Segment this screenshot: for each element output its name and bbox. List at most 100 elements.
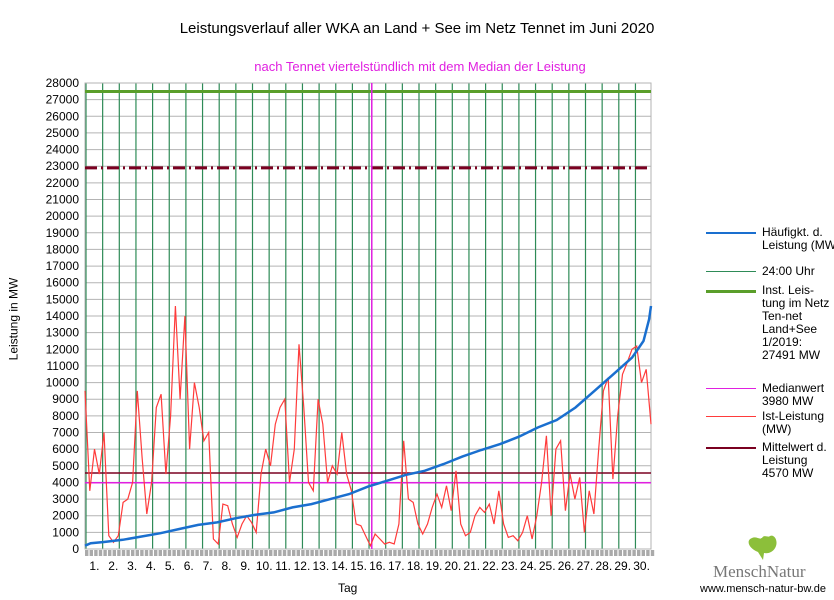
x-tick-mark xyxy=(98,550,103,556)
x-tick-mark xyxy=(522,550,526,556)
x-tick-mark xyxy=(471,550,475,556)
y-tick-label: 28000 xyxy=(46,76,80,90)
x-tick-mark xyxy=(121,550,126,556)
x-tick-mark xyxy=(236,550,241,556)
y-tick-label: 14000 xyxy=(46,309,80,323)
x-tick-mark xyxy=(108,550,112,556)
y-tick-label: 11000 xyxy=(47,359,80,373)
x-tick-mark xyxy=(333,550,337,556)
x-tick-mark xyxy=(448,550,452,556)
x-tick-mark xyxy=(117,550,121,556)
x-tick-label: 17. xyxy=(388,559,405,573)
x-tick-mark xyxy=(342,550,346,556)
x-tick-mark xyxy=(370,550,374,556)
x-tick-mark xyxy=(154,550,158,556)
y-tick-label: 26000 xyxy=(46,109,80,123)
x-tick-mark xyxy=(545,550,549,556)
x-tick-mark xyxy=(347,550,351,556)
x-tick-mark xyxy=(365,550,369,556)
x-tick-mark xyxy=(485,550,489,556)
x-tick-label: 6. xyxy=(184,559,194,573)
x-tick-mark xyxy=(558,550,563,556)
y-tick-label: 4000 xyxy=(52,475,79,489)
y-tick-label: 19000 xyxy=(46,226,80,240)
x-tick-mark xyxy=(641,550,645,556)
x-tick-mark xyxy=(476,550,480,556)
x-tick-mark xyxy=(144,550,149,556)
logo-url: www.mensch-natur-bw.de xyxy=(700,583,826,595)
x-tick-mark xyxy=(282,550,287,556)
legend-label: Inst. Leis-tung im Netz Ten-net Land+See… xyxy=(762,283,830,362)
x-tick-label: 19. xyxy=(426,559,443,573)
x-tick-mark xyxy=(489,550,494,556)
x-tick-mark xyxy=(411,550,415,556)
x-tick-mark xyxy=(591,550,595,556)
y-tick-label: 10000 xyxy=(46,376,80,390)
y-tick-label: 1000 xyxy=(52,525,79,539)
x-tick-mark xyxy=(430,550,434,556)
x-tick-mark xyxy=(140,550,144,556)
x-tick-mark xyxy=(273,550,277,556)
x-tick-label: 2. xyxy=(108,559,118,573)
x-tick-mark xyxy=(374,550,379,556)
x-tick-mark xyxy=(319,550,323,556)
x-tick-mark xyxy=(255,550,259,556)
y-tick-label: 20000 xyxy=(46,209,80,223)
y-tick-label: 5000 xyxy=(52,459,79,473)
plot-frame xyxy=(84,82,652,550)
x-tick-label: 4. xyxy=(146,559,156,573)
x-tick-mark xyxy=(264,550,268,556)
x-tick-mark xyxy=(85,550,89,556)
y-tick-label: 0 xyxy=(72,542,79,556)
x-tick-mark xyxy=(232,550,236,556)
x-tick-mark xyxy=(563,550,567,556)
x-tick-mark xyxy=(508,550,512,556)
y-tick-label: 25000 xyxy=(46,126,80,140)
chart-subtitle: nach Tennet viertelstündlich mit dem Med… xyxy=(254,59,586,74)
x-tick-label: 29. xyxy=(614,559,631,573)
x-tick-label: 3. xyxy=(127,559,137,573)
x-tick-mark xyxy=(301,550,305,556)
x-tick-mark xyxy=(328,550,333,556)
x-tick-mark xyxy=(453,550,457,556)
x-tick-mark xyxy=(407,550,411,556)
legend-label: Mittelwert d. Leistung 4570 MW xyxy=(762,440,827,480)
x-tick-mark xyxy=(614,550,618,556)
legend-label: Ist-Leistung (MW) xyxy=(762,409,825,436)
x-tick-mark xyxy=(351,550,356,556)
x-tick-mark xyxy=(186,550,190,556)
y-tick-label: 17000 xyxy=(46,259,80,273)
logo-text: MenschNatur xyxy=(713,562,806,581)
x-tick-label: 30. xyxy=(633,559,650,573)
x-tick-label: 7. xyxy=(203,559,213,573)
x-tick-mark xyxy=(305,550,310,556)
x-tick-mark xyxy=(568,550,572,556)
x-tick-mark xyxy=(241,550,245,556)
x-tick-mark xyxy=(223,550,227,556)
y-tick-label: 23000 xyxy=(46,159,80,173)
x-tick-mark xyxy=(439,550,443,556)
x-tick-mark xyxy=(554,550,558,556)
x-tick-mark xyxy=(209,550,213,556)
y-tick-label: 9000 xyxy=(52,392,79,406)
y-tick-label: 21000 xyxy=(46,193,80,207)
legend-label: Häufigkt. d. Leistung (MW) xyxy=(762,225,834,252)
x-tick-mark xyxy=(577,550,581,556)
x-tick-mark xyxy=(572,550,576,556)
x-tick-label: 10. xyxy=(256,559,273,573)
x-tick-label: 12. xyxy=(294,559,311,573)
x-tick-label: 20. xyxy=(445,559,462,573)
y-tick-label: 24000 xyxy=(46,143,80,157)
x-tick-label: 21. xyxy=(463,559,480,573)
x-tick-mark xyxy=(604,550,609,556)
x-tick-mark xyxy=(89,550,93,556)
x-tick-mark xyxy=(420,550,425,556)
x-tick-mark xyxy=(195,550,199,556)
x-tick-mark xyxy=(462,550,466,556)
x-tick-mark xyxy=(384,550,388,556)
x-tick-mark xyxy=(650,550,655,556)
x-tick-mark xyxy=(595,550,599,556)
chart-title: Leistungsverlauf aller WKA an Land + See… xyxy=(179,20,655,37)
y-tick-label: 18000 xyxy=(46,242,80,256)
